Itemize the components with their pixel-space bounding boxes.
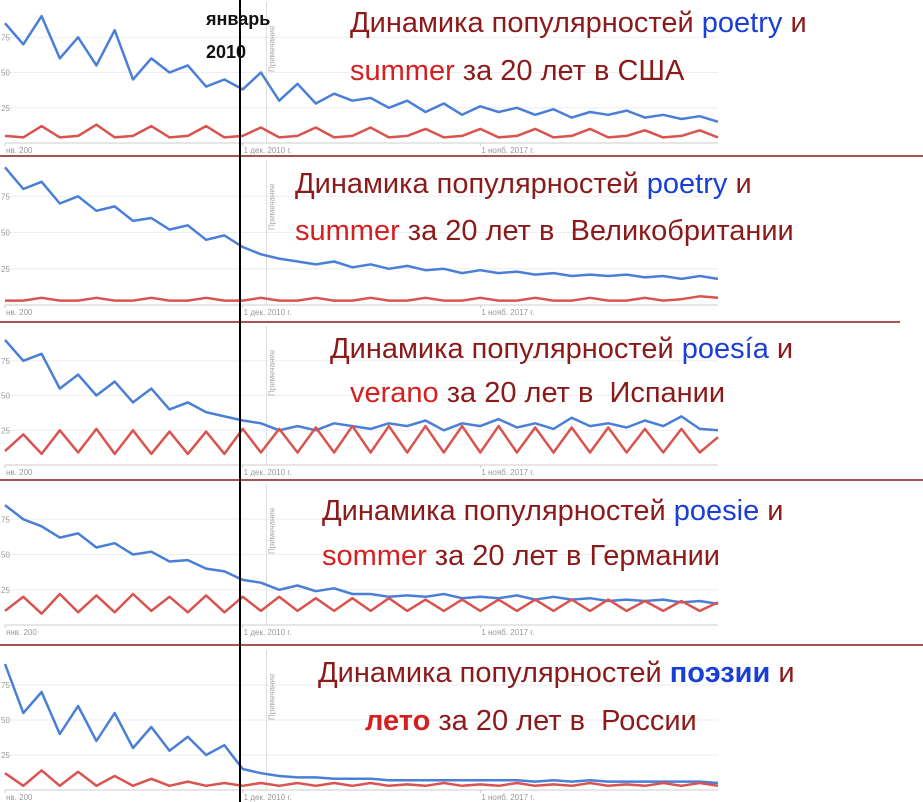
- title-part: Динамика популярностей: [322, 495, 674, 527]
- title-part: Динамика популярностей: [318, 657, 670, 689]
- note: Примечание: [267, 25, 276, 72]
- chart-title: Динамика популярностей поэзии и: [318, 657, 795, 689]
- line-series: [4, 592, 719, 615]
- title-part: poesie: [674, 495, 759, 527]
- title-part: и: [770, 657, 794, 689]
- line-series: [4, 166, 719, 281]
- chart-title: Динамика популярностей poetry и: [350, 7, 807, 39]
- y-tick-label: 50: [1, 551, 10, 560]
- y-tick-label: 50: [1, 69, 10, 78]
- title-part: и: [727, 168, 751, 200]
- x-tick-label: 1 нояб. 2017 г.: [481, 468, 534, 477]
- chart-title: лето за 20 лет в России: [365, 705, 697, 737]
- charts: 25 50 75 нв. 200 1 дек. 2010 г. 1 нояб. 2017 …: [1, 2, 807, 802]
- title-part: poetry: [647, 168, 728, 200]
- chart-title: verano за 20 лет в Испании: [350, 377, 725, 409]
- note: Примечание: [267, 507, 276, 554]
- title-part: sommer: [322, 540, 427, 572]
- title-part: за 20 лет в Великобритании: [400, 215, 794, 247]
- x-tick-label: 1 дек. 2010 г.: [244, 468, 292, 477]
- title-part: и: [769, 333, 793, 365]
- y-tick-label: 75: [1, 357, 10, 366]
- y-tick-label: 50: [1, 229, 10, 238]
- title-part: Динамика популярностей: [330, 333, 682, 365]
- y-tick-label: 75: [1, 515, 10, 524]
- note: Примечание: [267, 673, 276, 720]
- line-series: [4, 123, 719, 139]
- y-tick-label: 50: [1, 716, 10, 725]
- chart: 25 50 75 нв. 200 1 дек. 2010 г. 1 нояб. 2017 …: [1, 326, 793, 477]
- x-tick-label: 1 нояб. 2017 г.: [481, 628, 534, 637]
- y-tick-label: 25: [1, 426, 10, 435]
- title-part: и: [782, 7, 806, 39]
- title-part: за 20 лет в Германии: [427, 540, 720, 572]
- title-part: poetry: [702, 7, 783, 39]
- line-series: [4, 14, 719, 123]
- y-tick-label: 50: [1, 392, 10, 401]
- chart-title: summer за 20 лет в Великобритании: [295, 215, 794, 247]
- title-part: лето: [365, 705, 430, 737]
- y-tick-label: 75: [1, 681, 10, 690]
- x-tick-label: нв. 200: [6, 793, 33, 802]
- title-part: Динамика популярностей: [295, 168, 647, 200]
- title-part: за 20 лет в США: [455, 55, 685, 87]
- chart: 25 50 75 нв. 200 1 дек. 2010 г. 1 нояб. 2017 …: [1, 160, 794, 317]
- title-part: Динамика популярностей: [350, 7, 702, 39]
- title-part: за 20 лет в России: [430, 705, 696, 737]
- title-part: verano: [350, 377, 439, 409]
- title-part: поэзии: [670, 657, 771, 689]
- x-tick-label: нв. 200: [6, 146, 33, 155]
- x-tick-label: 1 дек. 2010 г.: [244, 308, 292, 317]
- x-tick-label: 1 нояб. 2017 г.: [481, 308, 534, 317]
- annotation: 2010: [206, 42, 246, 62]
- chart-title: Динамика популярностей poetry и: [295, 168, 752, 200]
- note: Примечание: [267, 349, 276, 396]
- line-series: [4, 769, 719, 788]
- chart: 25 50 75 нв. 200 1 дек. 2010 г. 1 нояб. 2017 …: [1, 650, 795, 802]
- x-tick-label: янв. 200: [6, 628, 37, 637]
- line-series: [4, 424, 719, 456]
- chart: 25 50 75 янв. 200 1 дек. 2010 г. 1 нояб. 2017…: [1, 484, 784, 637]
- x-tick-label: 1 дек. 2010 г.: [244, 628, 292, 637]
- line-series: [5, 295, 719, 302]
- title-part: и: [759, 495, 783, 527]
- x-tick-label: 1 нояб. 2017 г.: [481, 793, 534, 802]
- note: Примечание: [267, 183, 276, 230]
- line-series: [3, 663, 719, 785]
- y-tick-label: 25: [1, 265, 10, 274]
- chart-title: Динамика популярностей poesie и: [322, 495, 784, 527]
- title-part: poesía: [682, 333, 770, 365]
- x-tick-label: 1 нояб. 2017 г.: [481, 146, 534, 155]
- x-tick-label: 1 дек. 2010 г.: [244, 793, 292, 802]
- title-part: за 20 лет в Испании: [439, 377, 725, 409]
- chart-title: Динамика популярностей poesía и: [330, 333, 793, 365]
- y-tick-label: 75: [1, 192, 10, 201]
- annotation: январь: [205, 9, 270, 29]
- title-part: summer: [350, 55, 455, 87]
- y-tick-label: 25: [1, 586, 10, 595]
- x-tick-label: нв. 200: [6, 308, 33, 317]
- y-tick-label: 75: [1, 33, 10, 42]
- x-tick-label: 1 дек. 2010 г.: [244, 146, 292, 155]
- x-tick-label: нв. 200: [6, 468, 33, 477]
- y-tick-label: 25: [1, 751, 10, 760]
- line-series: [4, 339, 719, 432]
- chart-title: sommer за 20 лет в Германии: [322, 540, 720, 572]
- chart-title: summer за 20 лет в США: [350, 55, 685, 87]
- title-part: summer: [295, 215, 400, 247]
- chart: 25 50 75 нв. 200 1 дек. 2010 г. 1 нояб. 2017 …: [1, 2, 807, 155]
- line-series: [4, 504, 719, 606]
- y-tick-label: 25: [1, 104, 10, 113]
